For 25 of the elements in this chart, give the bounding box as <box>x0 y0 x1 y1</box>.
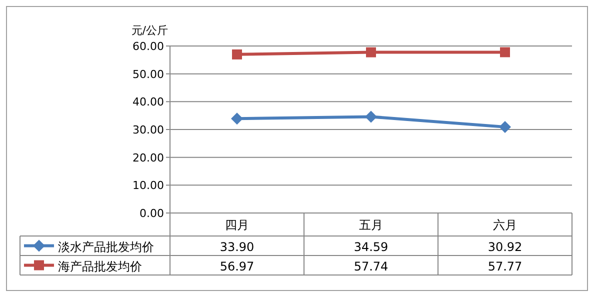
y-axis-title: 元/公斤 <box>131 24 168 37</box>
y-tick-label: 30.00 <box>132 124 164 136</box>
y-tick-label: 0.00 <box>140 207 164 220</box>
y-tick-label: 20.00 <box>132 151 164 164</box>
point <box>500 47 510 58</box>
data-label: 33.90 <box>220 240 254 254</box>
y-tick-label: 40.00 <box>132 96 164 109</box>
y-tick-label: 50.00 <box>132 68 164 81</box>
legend-label: 淡水产品批发均价 <box>58 240 154 254</box>
data-label: 34.59 <box>354 240 388 254</box>
data-label: 56.97 <box>220 259 254 274</box>
y-tick-label: 10.00 <box>132 179 164 192</box>
point <box>365 110 377 123</box>
point <box>231 112 243 125</box>
point <box>499 120 511 133</box>
x-tick-label: 六月 <box>493 218 517 232</box>
point <box>232 49 242 60</box>
data-label: 57.77 <box>488 259 522 274</box>
legend-label: 海产品批发均价 <box>58 259 142 274</box>
point <box>366 47 376 58</box>
x-tick-label: 四月 <box>225 218 249 232</box>
data-label: 57.74 <box>354 259 388 274</box>
y-tick-label: 60.00 <box>132 40 164 53</box>
data-label: 30.92 <box>488 240 522 254</box>
x-tick-label: 五月 <box>359 218 383 232</box>
